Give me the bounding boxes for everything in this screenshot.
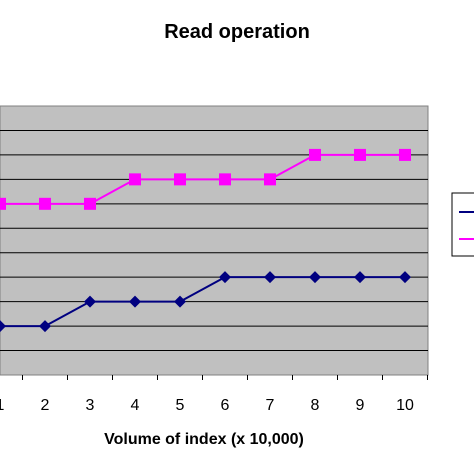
data-point [219, 173, 231, 186]
data-point [0, 320, 6, 333]
x-tick-label: 4 [131, 397, 140, 414]
data-point [39, 320, 51, 333]
x-tick-label: 8 [311, 397, 320, 414]
data-point [174, 173, 186, 186]
data-point [174, 295, 186, 308]
series-2 [0, 148, 411, 210]
x-tick-label: 3 [86, 397, 95, 414]
data-point [354, 148, 366, 161]
data-point [399, 271, 411, 284]
data-point [84, 295, 96, 308]
data-point [264, 173, 276, 186]
data-point [264, 271, 276, 284]
chart-title: Read operation [164, 21, 310, 43]
series-line [0, 153, 405, 205]
legend-box [451, 192, 474, 257]
data-point [354, 271, 366, 284]
x-axis-label: Volume of index (x 10,000) [104, 431, 304, 448]
data-point [399, 148, 411, 161]
data-point [309, 271, 321, 284]
x-tick-label: 2 [41, 397, 50, 414]
x-tick-label: 9 [356, 397, 365, 414]
data-point [84, 197, 96, 210]
x-tick-label: 1 [0, 397, 5, 414]
series-line [0, 276, 405, 328]
series-layer [0, 148, 411, 333]
x-tick-label: 6 [221, 397, 230, 414]
x-tick-label: 10 [396, 397, 414, 414]
plot-area [0, 105, 429, 376]
series-1 [0, 271, 411, 333]
data-point [39, 197, 51, 210]
x-tick-labels: 1 2 3 4 5 6 7 8 9 10 [0, 375, 428, 414]
legend [451, 192, 474, 257]
data-point [309, 148, 321, 161]
x-tick-label: 5 [176, 397, 185, 414]
data-point [219, 271, 231, 284]
data-point [0, 197, 6, 210]
x-tick-label: 7 [266, 397, 275, 414]
data-point [129, 173, 141, 186]
data-point [129, 295, 141, 308]
